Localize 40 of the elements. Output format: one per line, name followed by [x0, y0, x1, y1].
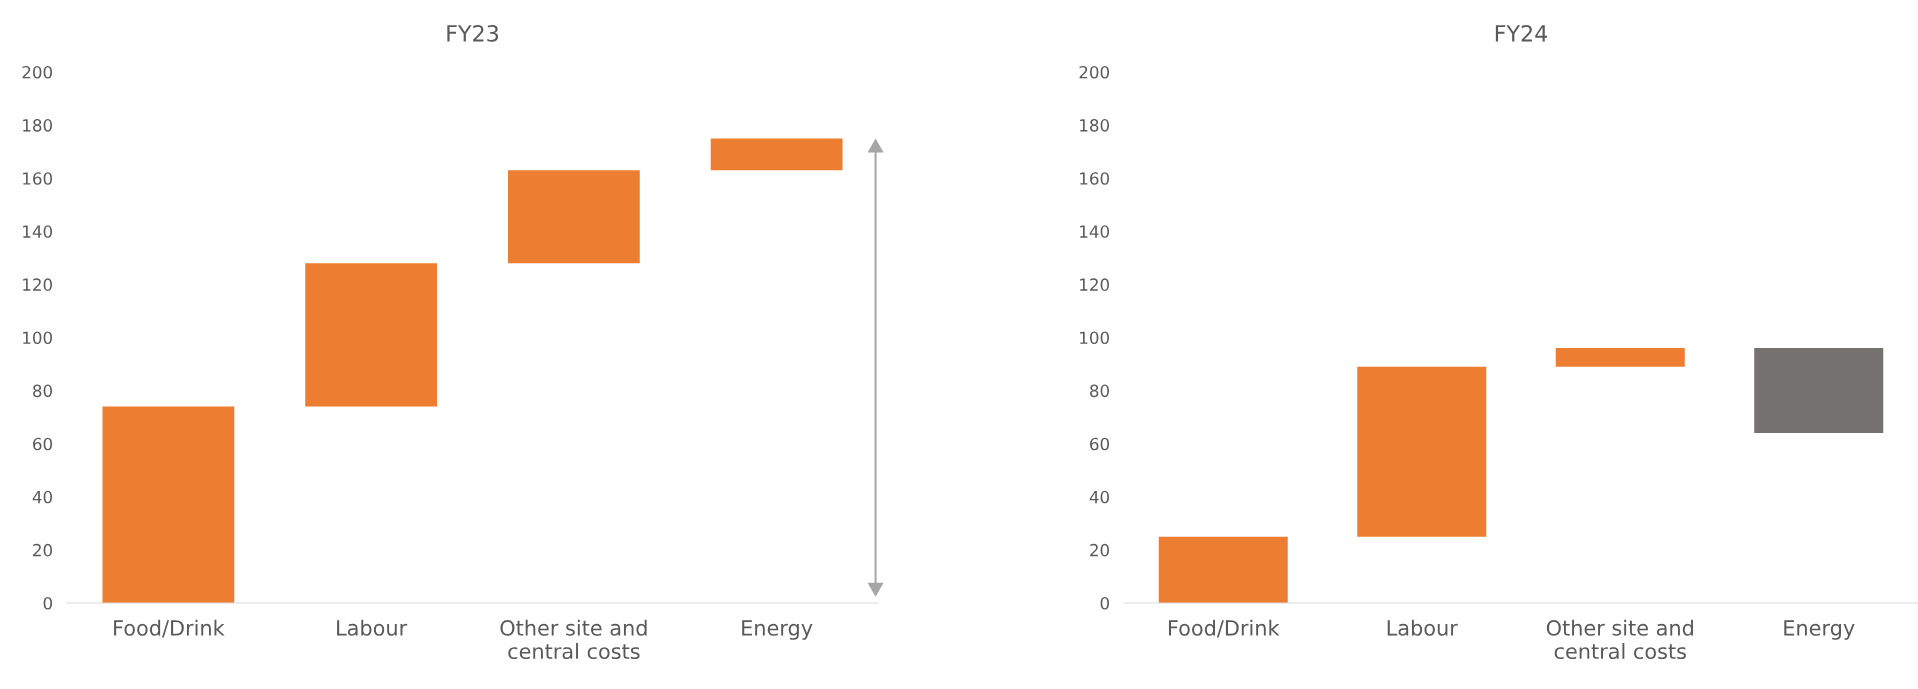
y-tick-label: 180 — [23, 119, 52, 132]
bar — [1555, 348, 1685, 367]
y-tick-label: 160 — [1080, 172, 1109, 185]
chart-title: FY23 — [447, 24, 499, 42]
x-tick-label: Other site and central costs — [500, 619, 647, 660]
x-tick-label: Energy — [742, 620, 813, 640]
y-tick-label: 0 — [43, 596, 52, 610]
y-tick-label: 20 — [33, 543, 52, 557]
x-tick-label: Energy — [1784, 620, 1855, 640]
y-tick-label: 120 — [23, 278, 52, 291]
y-tick-label: 20 — [1090, 543, 1109, 557]
y-tick-label: 80 — [33, 384, 52, 398]
y-tick-label: 100 — [1080, 331, 1109, 345]
y-tick-label: 40 — [32, 490, 52, 504]
y-tick-label: 180 — [1080, 119, 1109, 132]
y-tick-label: 60 — [33, 437, 52, 451]
x-tick-label: Labour — [1387, 619, 1458, 636]
bar — [1754, 348, 1884, 434]
y-tick-label: 60 — [1090, 437, 1109, 451]
bar — [1158, 536, 1288, 603]
y-tick-label: 80 — [1090, 384, 1109, 398]
y-tick-label: 200 — [1079, 65, 1109, 79]
y-tick-label: 140 — [23, 225, 52, 238]
y-tick-label: 40 — [1089, 490, 1109, 504]
bar — [102, 406, 235, 603]
bar — [710, 138, 843, 171]
x-tick-label: Labour — [337, 619, 408, 636]
bar — [1357, 366, 1487, 537]
y-tick-label: 200 — [22, 65, 52, 79]
chart-title: FY24 — [1495, 24, 1548, 42]
bar — [305, 263, 438, 407]
bar — [507, 170, 640, 264]
y-tick-label: 0 — [1100, 596, 1109, 610]
y-tick-label: 160 — [23, 172, 52, 185]
y-tick-label: 120 — [1080, 278, 1109, 291]
y-tick-label: 140 — [1080, 225, 1109, 238]
x-tick-label: Other site and central costs — [1546, 619, 1693, 660]
y-tick-label: 100 — [23, 331, 52, 345]
x-tick-label: Food/Drink — [1168, 619, 1280, 638]
x-tick-label: Food/Drink — [114, 619, 225, 638]
